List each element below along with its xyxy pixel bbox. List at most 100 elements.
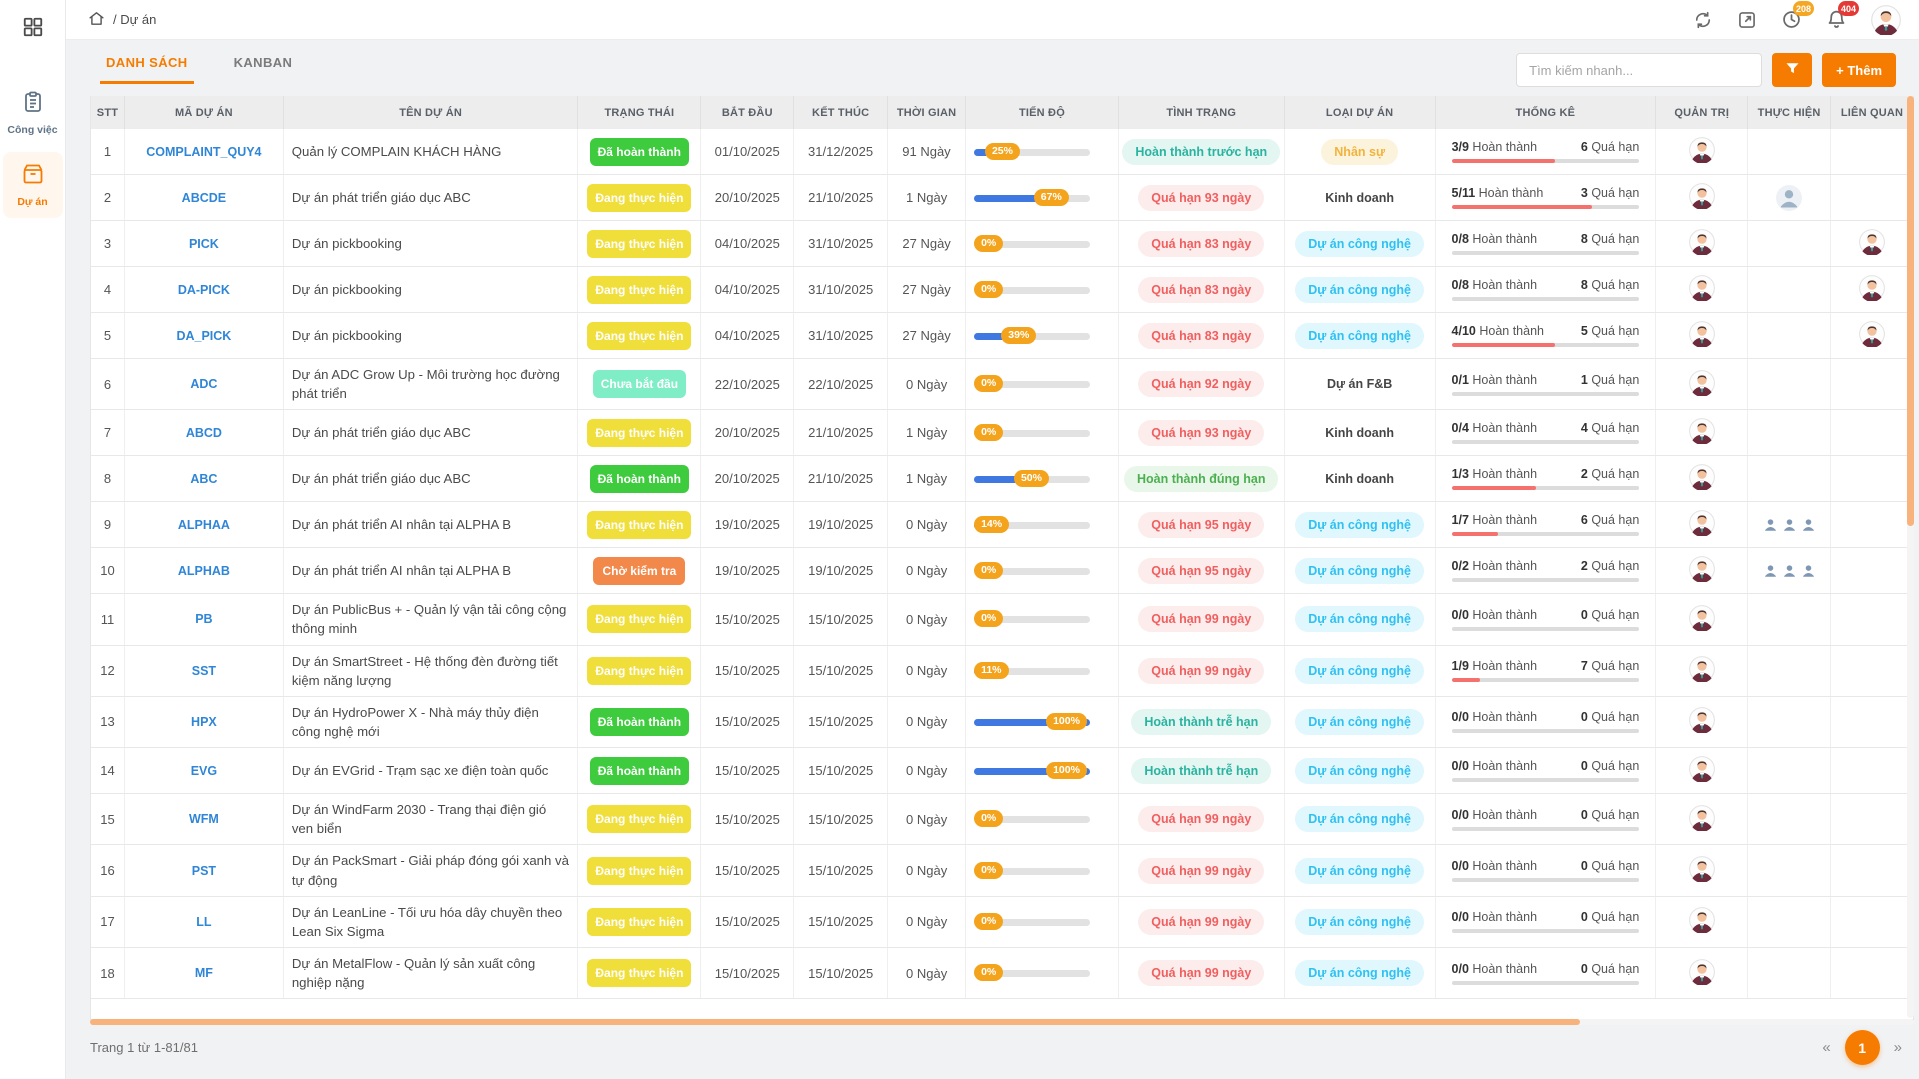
col-bat-dau[interactable]: BẮT ĐẦU (701, 96, 794, 129)
admin-avatar[interactable] (1689, 370, 1715, 399)
admin-avatar[interactable] (1689, 805, 1715, 834)
col-ket-thuc[interactable]: KẾT THÚC (794, 96, 888, 129)
row-index: 3 (91, 221, 125, 266)
admin-avatar[interactable] (1689, 707, 1715, 736)
stats-bar-fill (1452, 159, 1555, 163)
next-page-button[interactable]: » (1894, 1039, 1902, 1056)
project-code-link[interactable]: LL (196, 915, 211, 929)
vertical-scrollbar-thumb[interactable] (1907, 96, 1914, 526)
progress-value: 0% (974, 610, 1003, 627)
col-ma-du-an[interactable]: MÃ DỰ ÁN (125, 96, 284, 129)
add-button[interactable]: + Thêm (1822, 53, 1896, 87)
admin-avatar[interactable] (1689, 137, 1715, 166)
admin-avatar[interactable] (1689, 418, 1715, 447)
project-code-link[interactable]: EVG (191, 764, 217, 778)
project-code-link[interactable]: ALPHAA (178, 518, 230, 532)
admin-avatar[interactable] (1689, 229, 1715, 258)
stats-cell: 1/3 Hoàn thành 2 Quá hạn (1444, 467, 1648, 490)
project-code-link[interactable]: ADC (190, 377, 217, 391)
admin-avatar[interactable] (1689, 856, 1715, 885)
admin-avatar[interactable] (1689, 464, 1715, 493)
project-code-link[interactable]: ALPHAB (178, 564, 230, 578)
condition-pill: Hoàn thành đúng hạn (1124, 466, 1278, 492)
executor-avatars[interactable] (1762, 516, 1817, 533)
tab-kanban[interactable]: KANBAN (228, 53, 299, 84)
project-code-link[interactable]: SST (192, 664, 216, 678)
project-code-link[interactable]: ABC (190, 472, 217, 486)
stats-cell: 0/0 Hoàn thành 0 Quá hạn (1444, 859, 1648, 882)
project-code-link[interactable]: DA_PICK (176, 329, 231, 343)
col-tien-do[interactable]: TIẾN ĐỘ (966, 96, 1119, 129)
col-stt[interactable]: STT (91, 96, 125, 129)
project-code-link[interactable]: HPX (191, 715, 217, 729)
stats-overdue-count: 5 (1581, 324, 1588, 338)
user-avatar[interactable] (1871, 5, 1901, 35)
vertical-scrollbar[interactable] (1907, 96, 1914, 1018)
col-loai-du-an[interactable]: LOẠI DỰ ÁN (1285, 96, 1436, 129)
col-ten-du-an[interactable]: TÊN DỰ ÁN (284, 96, 579, 129)
project-code-link[interactable]: PICK (189, 237, 219, 251)
history-clock-icon[interactable]: 208 (1781, 9, 1802, 30)
bell-icon[interactable]: 404 (1826, 9, 1847, 30)
tab-danh-sach[interactable]: DANH SÁCH (100, 53, 194, 84)
project-code-link[interactable]: ABCDE (182, 191, 226, 205)
stats-done-count: 0/8 (1452, 278, 1469, 292)
refresh-icon[interactable] (1693, 10, 1713, 30)
stats-overdue-count: 7 (1581, 659, 1588, 673)
condition-pill: Quá hạn 92 ngày (1138, 371, 1264, 397)
duration: 91 Ngày (888, 129, 966, 174)
col-tinh-trang[interactable]: TÌNH TRẠNG (1119, 96, 1285, 129)
admin-avatar[interactable] (1689, 756, 1715, 785)
progress-value: 100% (1046, 762, 1087, 779)
project-code-link[interactable]: PST (192, 864, 216, 878)
admin-avatar[interactable] (1689, 556, 1715, 585)
progress-bar: 0% (974, 809, 1098, 829)
admin-avatar[interactable] (1689, 321, 1715, 350)
project-code-link[interactable]: COMPLAINT_QUY4 (146, 145, 261, 159)
related-avatar[interactable] (1859, 275, 1885, 304)
admin-avatar[interactable] (1689, 907, 1715, 936)
prev-page-button[interactable]: « (1822, 1039, 1830, 1056)
col-lien-quan[interactable]: LIÊN QUAN (1831, 96, 1913, 129)
admin-avatar[interactable] (1689, 605, 1715, 634)
search-input[interactable] (1516, 53, 1762, 87)
col-trang-thai[interactable]: TRẠNG THÁI (578, 96, 701, 129)
table-row: 11 PB Dự án PublicBus + - Quản lý vận tả… (91, 594, 1913, 645)
admin-avatar[interactable] (1689, 656, 1715, 685)
admin-avatar[interactable] (1689, 275, 1715, 304)
executor-avatars[interactable] (1776, 185, 1802, 211)
row-index: 18 (91, 948, 125, 998)
admin-avatar[interactable] (1689, 183, 1715, 212)
col-quan-tri[interactable]: QUẢN TRỊ (1656, 96, 1748, 129)
horizontal-scrollbar[interactable] (90, 1019, 1914, 1025)
col-thoi-gian[interactable]: THỜI GIAN (888, 96, 966, 129)
col-thuc-hien[interactable]: THỰC HIỆN (1748, 96, 1831, 129)
horizontal-scrollbar-thumb[interactable] (90, 1019, 1580, 1025)
home-icon[interactable] (88, 10, 105, 30)
project-code-link[interactable]: DA-PICK (178, 283, 230, 297)
sidebar-item-cong-viec[interactable]: Công việc (3, 80, 63, 146)
project-code-link[interactable]: MF (195, 966, 213, 980)
menu-toggle-button[interactable] (0, 0, 65, 58)
topbar-actions: 208 404 (1693, 5, 1901, 35)
admin-avatar[interactable] (1689, 959, 1715, 988)
project-code-link[interactable]: ABCD (186, 426, 222, 440)
executor-avatars[interactable] (1762, 562, 1817, 579)
current-page-button[interactable]: 1 (1845, 1030, 1880, 1065)
progress-bar: 50% (974, 469, 1098, 489)
stats-bar (1452, 729, 1640, 733)
related-avatar[interactable] (1859, 229, 1885, 258)
end-date: 31/10/2025 (794, 221, 888, 266)
related-avatar[interactable] (1859, 321, 1885, 350)
project-code-link[interactable]: WFM (189, 812, 219, 826)
fullscreen-icon[interactable] (1737, 10, 1757, 30)
col-thong-ke[interactable]: THỐNG KÊ (1436, 96, 1657, 129)
project-name: Quản lý COMPLAIN KHÁCH HÀNG (292, 142, 502, 161)
stats-cell: 3/9 Hoàn thành 6 Quá hạn (1444, 140, 1648, 163)
stats-cell: 0/0 Hoàn thành 0 Quá hạn (1444, 808, 1648, 831)
sidebar-item-du-an[interactable]: Dự án (3, 152, 63, 218)
project-code-link[interactable]: PB (195, 612, 212, 626)
filter-button[interactable] (1772, 53, 1812, 87)
admin-avatar[interactable] (1689, 510, 1715, 539)
type-pill: Kinh doanh (1312, 466, 1407, 492)
